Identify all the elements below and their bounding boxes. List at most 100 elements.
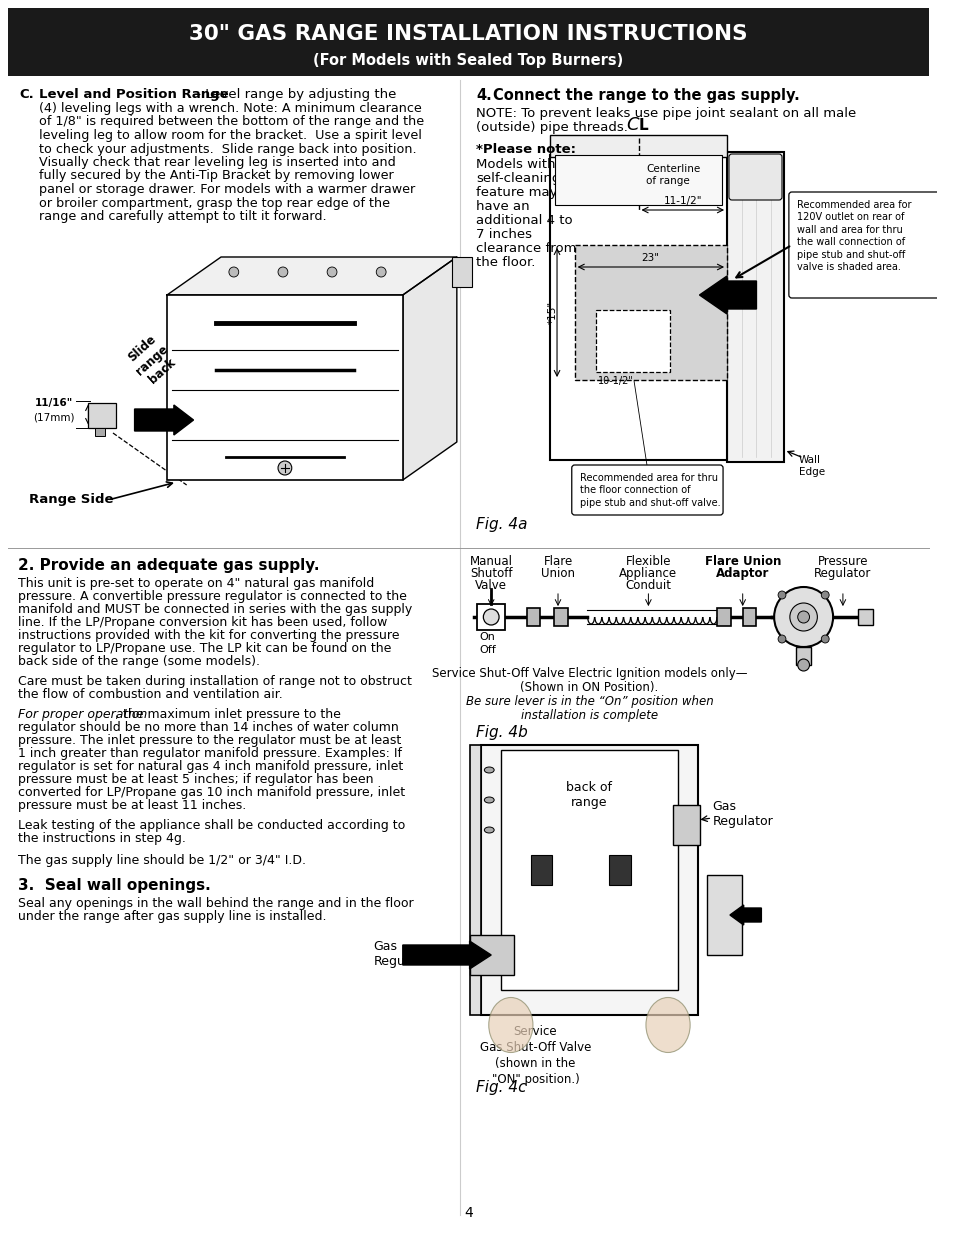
Circle shape: [229, 267, 238, 277]
Text: converted for LP/Propane gas 10 inch manifold pressure, inlet: converted for LP/Propane gas 10 inch man…: [18, 785, 404, 799]
Text: Flare: Flare: [543, 555, 572, 568]
Text: Service
Gas Shut-Off Valve
(shown in the
"ON" position.): Service Gas Shut-Off Valve (shown in the…: [479, 1025, 591, 1086]
Text: Fig. 4a: Fig. 4a: [476, 517, 527, 532]
Bar: [596, 310, 669, 372]
Text: Fig. 4b: Fig. 4b: [476, 725, 528, 740]
Ellipse shape: [645, 998, 689, 1052]
Circle shape: [821, 635, 828, 643]
Bar: [706, 876, 740, 955]
FancyArrow shape: [134, 405, 193, 435]
Circle shape: [789, 603, 817, 631]
Bar: [726, 152, 783, 462]
Text: Off: Off: [479, 645, 496, 655]
Text: installation is complete: installation is complete: [520, 709, 658, 722]
Bar: [554, 608, 567, 626]
Text: the flow of combustion and ventilation air.: the flow of combustion and ventilation a…: [18, 688, 282, 701]
Text: Seal any openings in the wall behind the range and in the floor: Seal any openings in the wall behind the…: [18, 897, 413, 910]
Circle shape: [821, 592, 828, 599]
Text: to check your adjustments.  Slide range back into position.: to check your adjustments. Slide range b…: [39, 142, 416, 156]
Text: additional 4 to: additional 4 to: [476, 214, 573, 227]
Circle shape: [375, 267, 386, 277]
Text: (Shown in ON Position).: (Shown in ON Position).: [519, 680, 658, 694]
Text: pressure. A convertible pressure regulator is connected to the: pressure. A convertible pressure regulat…: [18, 590, 406, 603]
Text: line. If the LP/Propane conversion kit has been used, follow: line. If the LP/Propane conversion kit h…: [18, 616, 387, 629]
Text: Be sure lever is in the “On” position when: Be sure lever is in the “On” position wh…: [465, 695, 713, 708]
Text: For proper operation: For proper operation: [18, 708, 147, 721]
Bar: [500, 750, 678, 990]
Text: Shutoff: Shutoff: [470, 567, 512, 580]
Text: back of
range: back of range: [566, 781, 612, 809]
Bar: [555, 156, 721, 205]
Text: 30" GAS RANGE INSTALLATION INSTRUCTIONS: 30" GAS RANGE INSTALLATION INSTRUCTIONS: [189, 23, 747, 44]
Bar: [857, 609, 872, 625]
Text: Flare Union: Flare Union: [703, 555, 781, 568]
Circle shape: [773, 587, 832, 647]
Text: self-cleaning: self-cleaning: [476, 172, 560, 185]
Bar: [95, 429, 105, 436]
Text: *15": *15": [548, 300, 558, 324]
Text: regulator to LP/Propane use. The LP kit can be found on the: regulator to LP/Propane use. The LP kit …: [18, 642, 391, 655]
Text: L: L: [638, 117, 647, 132]
Text: Recommended area for
120V outlet on rear of
wall and area for thru
the wall conn: Recommended area for 120V outlet on rear…: [796, 200, 910, 272]
Text: Models without: Models without: [476, 158, 578, 170]
Text: Service Shut-Off Valve Electric Ignition models only—: Service Shut-Off Valve Electric Ignition…: [432, 667, 746, 680]
Text: clearance from: clearance from: [476, 242, 577, 254]
Circle shape: [797, 659, 809, 671]
Text: under the range after gas supply line is installed.: under the range after gas supply line is…: [18, 910, 326, 923]
Text: Level and Position Range: Level and Position Range: [39, 88, 229, 101]
Bar: [742, 608, 756, 626]
Text: 4.: 4.: [476, 88, 492, 103]
Text: Slide
range
back: Slide range back: [123, 331, 181, 389]
Ellipse shape: [484, 797, 494, 803]
Text: 7 inches: 7 inches: [476, 228, 532, 241]
Text: 1 inch greater than regulator manifold pressure. Examples: If: 1 inch greater than regulator manifold p…: [18, 747, 401, 760]
Text: 2. Provide an adequate gas supply.: 2. Provide an adequate gas supply.: [18, 558, 319, 573]
Bar: [526, 608, 539, 626]
Text: pressure must be at least 11 inches.: pressure must be at least 11 inches.: [18, 799, 246, 811]
Text: Gas
Regulator: Gas Regulator: [712, 800, 772, 827]
Text: 3.  Seal wall openings.: 3. Seal wall openings.: [18, 878, 211, 893]
Bar: [469, 935, 514, 974]
Text: Leak testing of the appliance shall be conducted according to: Leak testing of the appliance shall be c…: [18, 819, 404, 832]
Text: Adaptor: Adaptor: [716, 567, 768, 580]
Text: Pressure: Pressure: [817, 555, 867, 568]
Bar: [550, 135, 726, 157]
Bar: [672, 805, 700, 845]
Text: manifold and MUST be connected in series with the gas supply: manifold and MUST be connected in series…: [18, 603, 412, 616]
Text: NOTE: To prevent leaks use pipe joint sealant on all male: NOTE: To prevent leaks use pipe joint se…: [476, 107, 856, 120]
Text: leveling leg to allow room for the bracket.  Use a spirit level: leveling leg to allow room for the brack…: [39, 128, 422, 142]
Circle shape: [277, 267, 288, 277]
Bar: [717, 608, 730, 626]
Text: Valve: Valve: [475, 579, 507, 592]
Text: back side of the range (some models).: back side of the range (some models).: [18, 655, 259, 668]
Bar: [452, 257, 471, 287]
Circle shape: [778, 635, 785, 643]
Bar: [550, 156, 726, 459]
FancyBboxPatch shape: [571, 466, 722, 515]
Text: the instructions in step 4g.: the instructions in step 4g.: [18, 832, 186, 845]
Text: have an: have an: [476, 200, 530, 212]
Bar: [530, 855, 552, 885]
Text: of 1/8" is required between the bottom of the range and the: of 1/8" is required between the bottom o…: [39, 116, 424, 128]
Text: Connect the range to the gas supply.: Connect the range to the gas supply.: [493, 88, 799, 103]
Text: Flexible: Flexible: [625, 555, 671, 568]
Bar: [481, 745, 697, 1015]
Ellipse shape: [488, 998, 533, 1052]
Bar: [608, 855, 630, 885]
Text: Conduit: Conduit: [625, 579, 671, 592]
Text: C: C: [625, 116, 638, 135]
Text: (outside) pipe threads.: (outside) pipe threads.: [476, 121, 628, 135]
Text: regulator should be no more than 14 inches of water column: regulator should be no more than 14 inch…: [18, 721, 398, 734]
FancyBboxPatch shape: [728, 154, 781, 200]
Bar: [8, 7, 928, 77]
Text: - Level range by adjusting the: - Level range by adjusting the: [192, 88, 395, 101]
Text: Recommended area for thru
the floor connection of
pipe stub and shut-off valve.: Recommended area for thru the floor conn…: [579, 473, 720, 508]
Text: pressure must be at least 5 inches; if regulator has been: pressure must be at least 5 inches; if r…: [18, 773, 373, 785]
Text: (17mm): (17mm): [33, 412, 74, 422]
Text: (4) leveling legs with a wrench. Note: A minimum clearance: (4) leveling legs with a wrench. Note: A…: [39, 103, 421, 115]
Text: Care must be taken during installation of range not to obstruct: Care must be taken during installation o…: [18, 676, 411, 688]
Text: 11/16": 11/16": [35, 398, 73, 408]
Text: or broiler compartment, grasp the top rear edge of the: or broiler compartment, grasp the top re…: [39, 196, 390, 210]
Text: The gas supply line should be 1/2" or 3/4" I.D.: The gas supply line should be 1/2" or 3/…: [18, 853, 305, 867]
Circle shape: [327, 267, 336, 277]
